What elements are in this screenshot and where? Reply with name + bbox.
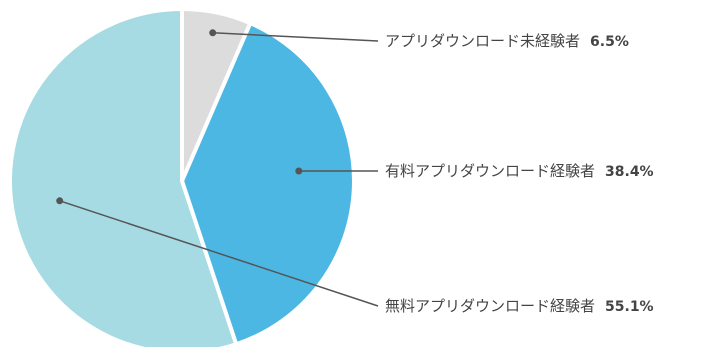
pie-slice-1 (180, 21, 356, 347)
leader-dot-1 (295, 167, 303, 175)
slice-label-1: 有料アプリダウンロード経験者 38.4% (385, 162, 654, 180)
slice-labels: アプリダウンロード未経験者 6.5% 有料アプリダウンロード経験者 38.4% 無料… (385, 32, 654, 315)
pie-slices (7, 7, 356, 347)
leader-dot-0 (209, 29, 217, 37)
leader-line-2 (59, 200, 379, 307)
leader-line-0 (212, 32, 379, 42)
slice-label-2: 無料アプリダウンロード経験者 55.1% (385, 297, 654, 315)
leader-dot-2 (56, 197, 64, 205)
slice-label-0: アプリダウンロード未経験者 6.5% (385, 32, 629, 50)
leader-lines (56, 29, 379, 307)
pie-slice-2 (7, 7, 239, 347)
